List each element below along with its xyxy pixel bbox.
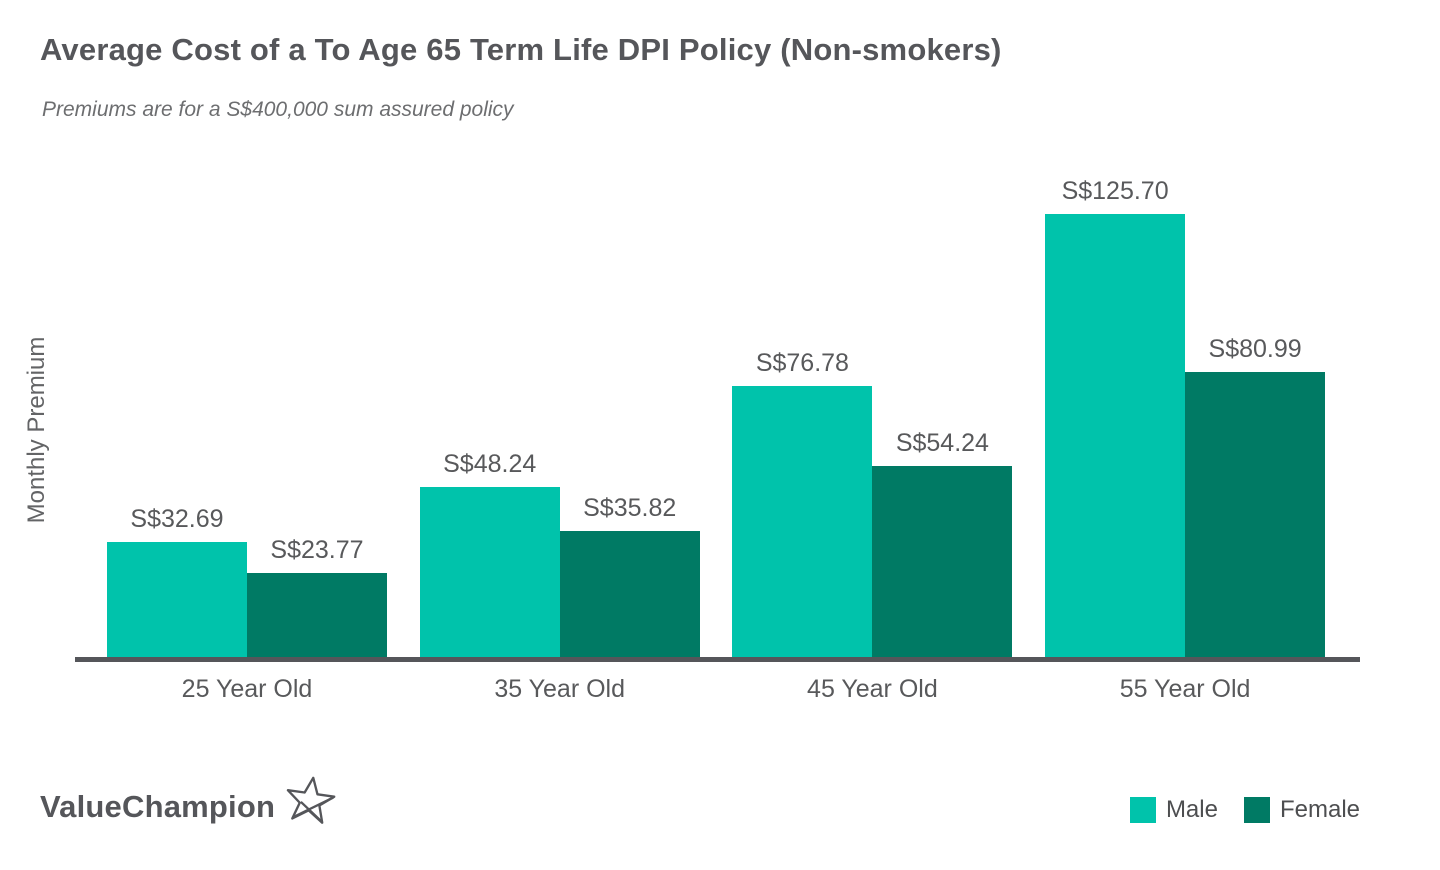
x-axis-labels: 25 Year Old 35 Year Old 45 Year Old 55 Year… bbox=[0, 675, 1440, 709]
x-axis-label-25-year-old: 25 Year Old bbox=[181, 675, 313, 703]
legend-swatch-male bbox=[1129, 797, 1156, 823]
logo-text: ValueChampion bbox=[40, 789, 276, 824]
plot-area: S$32.69 S$23.77 S$48.24 S$35.82 S$76.78 S$54.… bbox=[75, 165, 1360, 662]
chart-subtitle: Premiums are for a S$400,000 sum assured… bbox=[42, 98, 514, 121]
bar-value-label-female-45-year-old: S$54.24 bbox=[895, 428, 989, 457]
x-axis-label-55-year-old: 55 Year Old bbox=[1119, 675, 1251, 703]
bar-female-45-year-old bbox=[872, 465, 1013, 657]
y-axis-label: Monthly Premium bbox=[23, 336, 50, 524]
bar-male-25-year-old bbox=[107, 541, 247, 657]
bar-male-35-year-old bbox=[419, 487, 560, 657]
legend-label-female: Female bbox=[1279, 796, 1360, 823]
bar-male-55-year-old bbox=[1045, 214, 1186, 657]
legend-swatch-female bbox=[1243, 797, 1270, 823]
legend-item-male: Male bbox=[1129, 796, 1218, 824]
valuechampion-logo: ValueChampion bbox=[40, 776, 337, 834]
x-axis-label-45-year-old: 45 Year Old bbox=[807, 675, 938, 703]
bar-value-label-female-25-year-old: S$23.77 bbox=[270, 536, 364, 565]
star-icon bbox=[286, 776, 336, 824]
bar-female-25-year-old bbox=[247, 573, 387, 657]
bar-value-label-female-35-year-old: S$35.82 bbox=[583, 493, 677, 522]
bars-layer: S$32.69 S$23.77 S$48.24 S$35.82 S$76.78 S$54.… bbox=[75, 165, 1360, 662]
bar-female-55-year-old bbox=[1185, 371, 1326, 657]
x-axis-line bbox=[75, 657, 1360, 662]
bar-value-label-female-55-year-old: S$80.99 bbox=[1208, 334, 1302, 363]
chart-title: Average Cost of a To Age 65 Term Life DP… bbox=[40, 32, 1002, 67]
x-axis-label-35-year-old: 35 Year Old bbox=[494, 675, 626, 703]
bar-value-label-male-35-year-old: S$48.24 bbox=[443, 450, 537, 478]
bar-value-label-male-45-year-old: S$76.78 bbox=[755, 349, 849, 378]
bar-female-35-year-old bbox=[559, 530, 700, 657]
bar-male-45-year-old bbox=[732, 386, 873, 657]
bar-value-label-male-25-year-old: S$32.69 bbox=[130, 504, 224, 533]
legend-item-female: Female bbox=[1243, 796, 1360, 824]
legend: Male Female bbox=[1129, 796, 1360, 824]
bar-value-label-male-55-year-old: S$125.70 bbox=[1061, 177, 1169, 205]
legend-label-male: Male bbox=[1165, 796, 1218, 823]
